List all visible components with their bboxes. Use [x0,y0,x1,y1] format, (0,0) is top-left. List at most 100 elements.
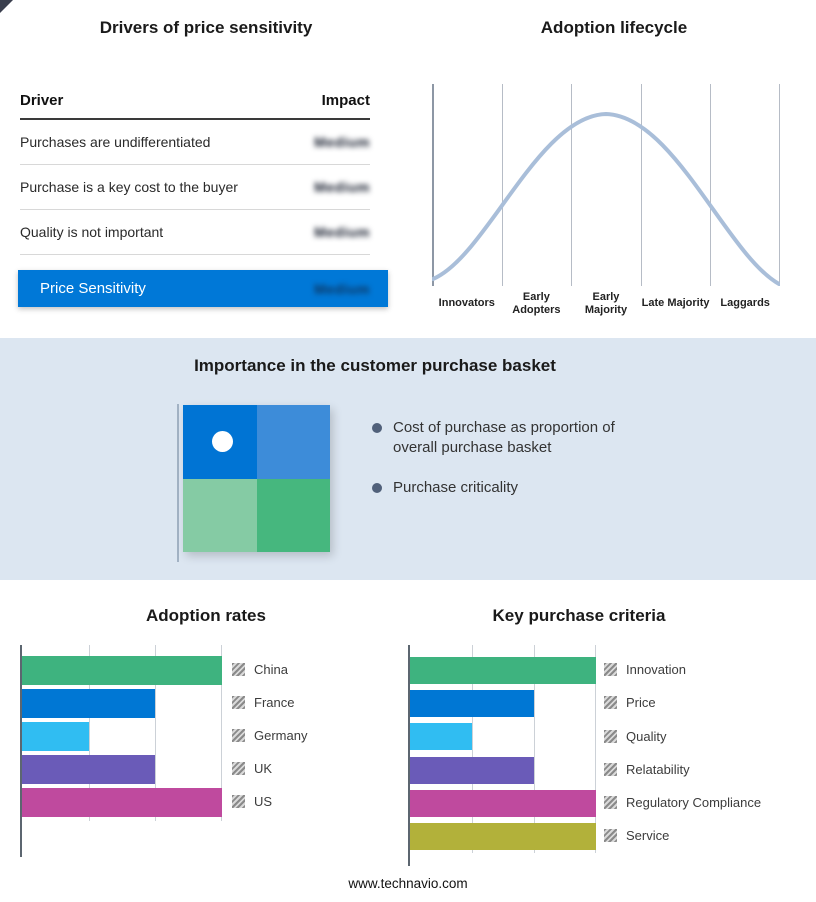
quadrant-cell-top-right [256,405,330,479]
gridline [595,645,596,853]
impact-value-redacted: Medium [314,179,370,195]
bar-price [410,690,534,717]
legend-swatch-icon [232,663,245,676]
table-header-row: Driver Impact [20,92,370,120]
quadrant-cell-bottom-left [183,478,257,552]
table-row: Purchases are undifferentiated Medium [20,120,370,165]
driver-label: Purchases are undifferentiated [20,134,211,150]
legend-label: China [254,662,288,677]
legend-item: Quality [604,729,666,744]
stage-label-early-majority: Early Majority [584,290,628,316]
gridline [221,645,222,821]
legend-item: US [232,794,272,809]
bar-us [22,788,222,817]
legend-swatch-icon [604,763,617,776]
legend-swatch-icon [604,796,617,809]
stage-label-late-majority: Late Majority [641,297,710,310]
legend-label: Relatability [626,762,690,777]
legend-item: Germany [232,728,307,743]
legend-item: China [232,662,288,677]
bar-service [410,823,596,850]
legend-item: Innovation [604,662,686,677]
gridline [471,645,473,853]
purchase-basket-title: Importance in the customer purchase bask… [194,356,556,375]
legend-item: Service [604,828,669,843]
bar-france [22,689,156,718]
adoption-lifecycle-title: Adoption lifecycle [540,18,688,37]
legend-item: Price [604,695,656,710]
gridline [501,84,503,286]
impact-value-redacted: Medium [314,280,370,297]
bullet-icon [372,423,382,433]
stage-label-laggards: Laggards [720,297,770,310]
purchase-basket-bullets: Cost of purchase as proportion of overal… [372,418,642,519]
legend-label: Regulatory Compliance [626,795,762,810]
legend-swatch-icon [604,829,617,842]
price-sensitivity-summary-bar: Price Sensitivity Medium [18,270,388,307]
table-row: Quality is not important Medium [20,210,370,255]
bullet-text: Cost of purchase as proportion of overal… [393,419,615,456]
quadrant-graphic [183,405,330,552]
bullet-item: Cost of purchase as proportion of overal… [372,418,642,457]
bell-curve [432,111,780,286]
legend-label: Quality [626,729,667,744]
column-header-impact: Impact [321,92,370,109]
key-purchase-criteria-chart [408,645,596,866]
gridline [571,84,573,286]
stage-label-innovators: Innovators [438,297,495,310]
gridline [155,645,157,821]
quadrant-cell-top-left [183,405,257,479]
legend-swatch-icon [232,762,245,775]
legend-label: US [254,794,273,809]
legend-item: Relatability [604,762,690,777]
price-sensitivity-table: Driver Impact Purchases are undifferenti… [20,92,370,255]
bar-relatability [410,757,534,784]
y-axis-line [432,84,434,286]
driver-label: Quality is not important [20,224,164,240]
table-row: Purchase is a key cost to the buyer Medi… [20,165,370,210]
corner-accent [0,0,13,13]
column-header-driver: Driver [20,92,64,109]
bar-china [22,656,222,685]
middle-band-background [0,338,816,580]
legend-item: UK [232,761,272,776]
footer-link[interactable]: www.technavio.com [348,876,468,891]
bar-uk [22,755,156,784]
legend-swatch-icon [604,696,617,709]
impact-value-redacted: Medium [314,224,370,240]
adoption-lifecycle-chart [432,84,780,286]
bullet-text: Purchase criticality [393,479,519,496]
legend-label: Germany [254,728,308,743]
key-purchase-criteria-title: Key purchase criteria [492,606,666,625]
bar-quality [410,723,472,750]
adoption-rates-chart [20,645,222,857]
gridline [88,645,90,821]
driver-label: Purchase is a key cost to the buyer [20,179,238,195]
legend-item: France [232,695,294,710]
impact-value-redacted: Medium [314,134,370,150]
stage-label-early-adopters: Early Adopters [512,290,561,316]
bell-curve-line [432,111,780,286]
position-marker-dot [212,431,233,452]
bar-innovation [410,657,596,684]
legend-label: France [254,695,295,710]
quadrant-cell-bottom-right [256,478,330,552]
bar-germany [22,722,89,751]
legend-swatch-icon [232,696,245,709]
legend-label: Innovation [626,662,686,677]
bullet-item: Purchase criticality [372,478,642,498]
legend-swatch-icon [232,729,245,742]
legend-item: Regulatory Compliance [604,795,761,810]
gridline [710,84,712,286]
legend-label: UK [254,761,273,776]
bar-regulatory-compliance [410,790,596,817]
gridline [534,645,535,853]
summary-label: Price Sensitivity [40,280,146,297]
price-sensitivity-title: Drivers of price sensitivity [99,18,313,37]
gridline [779,84,780,286]
legend-swatch-icon [604,730,617,743]
legend-label: Service [626,828,670,843]
adoption-rates-title: Adoption rates [146,606,266,625]
lifecycle-stage-labels: Innovators Early Adopters Early Majority… [432,289,780,319]
